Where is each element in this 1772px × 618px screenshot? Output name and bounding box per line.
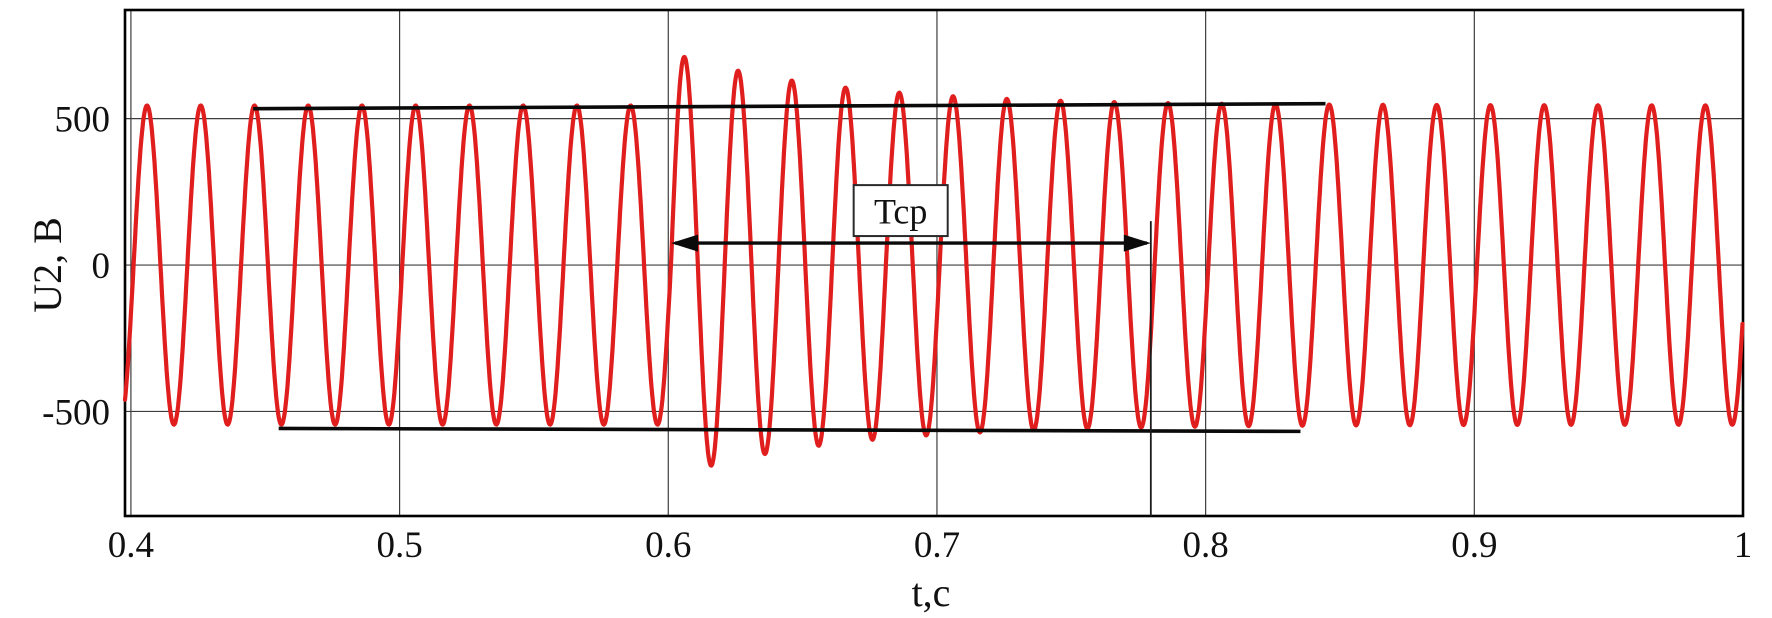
- x-tick-label: 0.9: [1451, 525, 1497, 566]
- x-tick-label: 0.6: [645, 525, 691, 566]
- y-tick-label: 500: [55, 100, 111, 141]
- period-label-frame: [852, 184, 949, 238]
- x-tick-label: 0.8: [1183, 525, 1229, 566]
- y-tick-label: 0: [92, 246, 111, 287]
- plot-border: [123, 8, 1745, 518]
- period-label-box: Tcp: [852, 184, 949, 238]
- x-tick-label: 1: [1734, 525, 1753, 566]
- y-tick-label: -500: [42, 392, 110, 433]
- arrow-left-head-icon: [670, 234, 698, 252]
- x-tick-label: 0.5: [376, 525, 422, 566]
- y-axis-title: U2, B: [25, 217, 70, 313]
- y-axis-tick-labels: 500 0 -500: [42, 100, 110, 434]
- arrow-right-head-icon: [1123, 234, 1151, 252]
- period-label: Tcp: [874, 192, 927, 232]
- x-axis-title: t,c: [912, 570, 951, 615]
- x-axis-tick-labels: 0.4 0.5 0.6 0.7 0.8 0.9 1: [108, 525, 1752, 566]
- lower-envelope-line: [278, 426, 1301, 434]
- x-tick-label: 0.7: [914, 525, 960, 566]
- gridlines: [125, 10, 1744, 516]
- upper-envelope-line: [253, 101, 1326, 111]
- voltage-waveform: [122, 54, 1745, 468]
- x-tick-label: 0.4: [108, 525, 154, 566]
- period-measure-arrow: [670, 234, 1151, 252]
